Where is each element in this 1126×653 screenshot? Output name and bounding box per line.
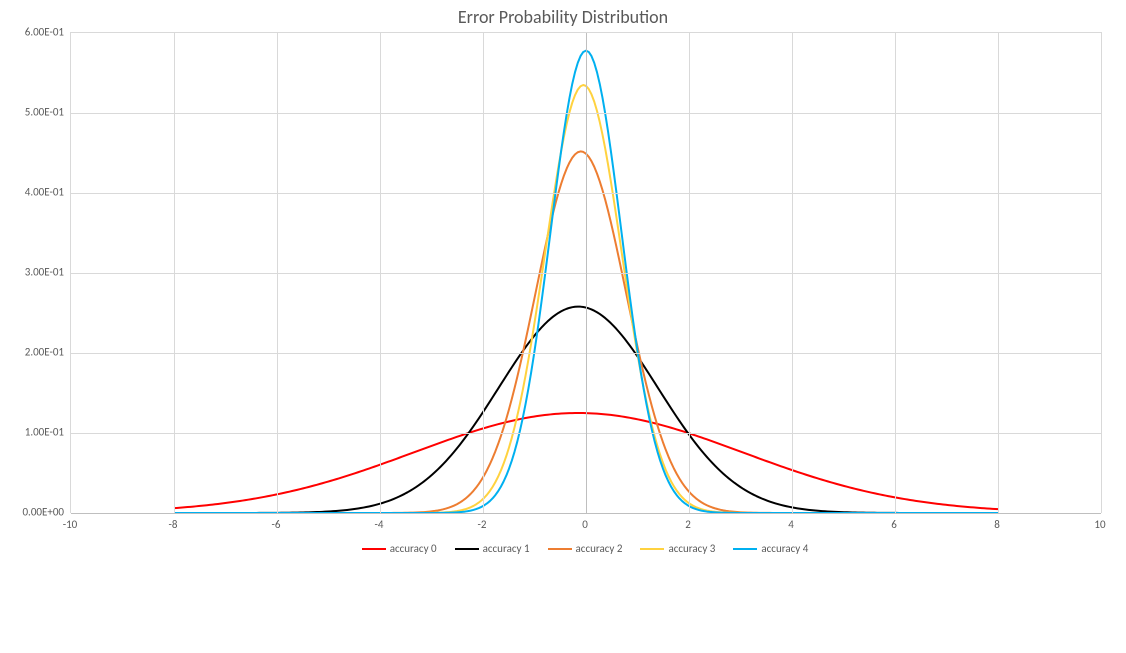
chart-container: Error Probability Distribution accuracy … [0,0,1126,653]
x-tick-label: -6 [272,518,281,531]
legend-swatch [640,548,664,550]
legend-swatch [362,548,386,550]
legend-label: accuracy 2 [576,542,623,555]
legend-label: accuracy 1 [483,542,530,555]
y-tick-label: 4.00E-01 [25,186,64,199]
x-tick-label: -4 [375,518,384,531]
y-tick-label: 1.00E-01 [25,426,64,439]
legend-item: accuracy 0 [362,542,437,555]
y-axis-line [586,33,587,513]
legend-swatch [455,548,479,550]
x-tick-label: 2 [685,518,691,531]
y-tick-label: 0.00E+00 [22,506,64,519]
legend-label: accuracy 3 [668,542,715,555]
x-tick-label: 6 [891,518,897,531]
chart-title: Error Probability Distribution [0,6,1126,28]
plot-area [70,32,1102,513]
legend-item: accuracy 2 [548,542,623,555]
legend-item: accuracy 4 [733,542,808,555]
legend-swatch [733,548,757,550]
y-tick-label: 2.00E-01 [25,346,64,359]
legend-label: accuracy 0 [390,542,437,555]
x-tick-label: 8 [994,518,1000,531]
y-tick-label: 6.00E-01 [25,26,64,39]
y-tick-label: 3.00E-01 [25,266,64,279]
legend-swatch [548,548,572,550]
legend-item: accuracy 1 [455,542,530,555]
x-tick-label: 4 [788,518,794,531]
x-axis-line [71,513,1101,514]
legend-label: accuracy 4 [761,542,808,555]
legend-item: accuracy 3 [640,542,715,555]
x-tick-label: -10 [63,518,78,531]
x-tick-label: 0 [582,518,588,531]
x-tick-label: -8 [169,518,178,531]
chart-legend: accuracy 0 accuracy 1 accuracy 2 accuracy 3… [70,542,1100,555]
x-tick-label: -2 [478,518,487,531]
x-tick-label: 10 [1094,518,1105,531]
y-tick-label: 5.00E-01 [25,106,64,119]
